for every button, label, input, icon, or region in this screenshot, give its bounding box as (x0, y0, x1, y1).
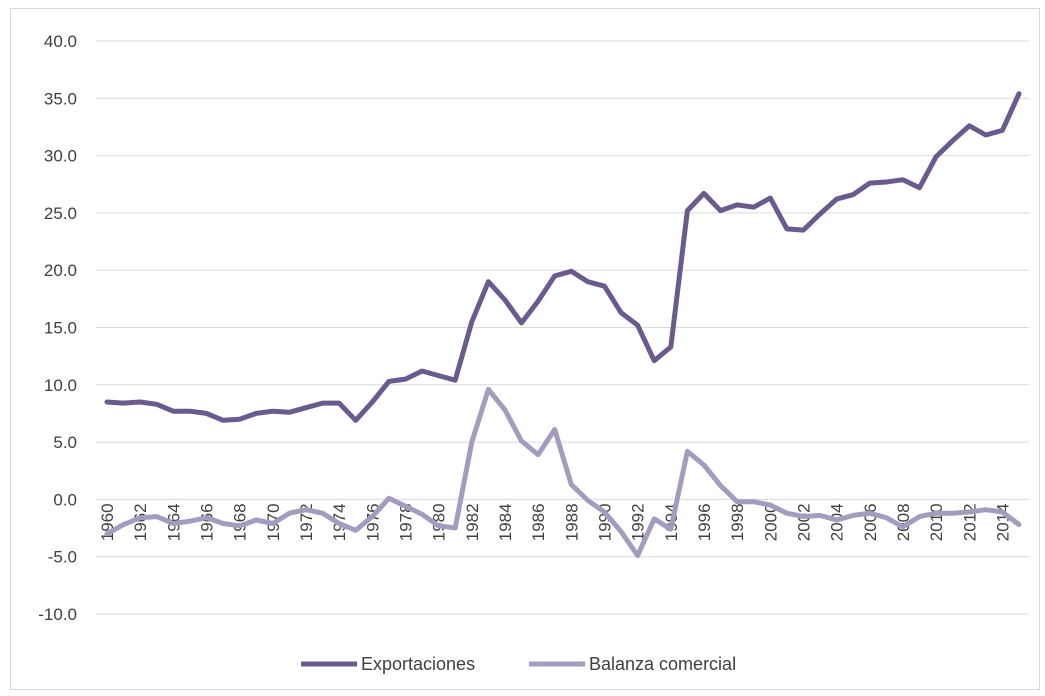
x-axis-ticks: 1960 1962 1964 1966 1968 1970 1972 1974 1976 1978… (98, 503, 1012, 541)
y-tick-label: -5.0 (48, 548, 77, 567)
x-tick-label: 2010 (927, 503, 946, 541)
x-tick-label: 2000 (761, 503, 780, 541)
x-tick-label: 1968 (231, 503, 250, 541)
x-tick-label: 1986 (529, 503, 548, 541)
x-tick-label: 1978 (396, 503, 415, 541)
series-line-balanza-comercial (104, 386, 1022, 559)
y-tick-label: 40.0 (44, 32, 77, 51)
x-tick-label: 1990 (595, 503, 614, 541)
y-tick-label: 0.0 (53, 490, 77, 509)
y-tick-label: 30.0 (44, 147, 77, 166)
line-chart: 40.0 35.0 30.0 25.0 20.0 15.0 10.0 5.0 0.0 -5.0 -1… (38, 32, 1029, 674)
legend: Exportaciones Balanza comercial (301, 654, 736, 674)
y-tick-label: 5.0 (53, 433, 77, 452)
y-axis-ticks: 40.0 35.0 30.0 25.0 20.0 15.0 10.0 5.0 0.0 -5.0 -1… (38, 32, 77, 624)
y-tick-label: 10.0 (44, 376, 77, 395)
x-tick-label: 1962 (131, 503, 150, 541)
x-tick-label: 2002 (794, 503, 813, 541)
y-tick-label: 15.0 (44, 319, 77, 338)
x-tick-label: 1992 (629, 503, 648, 541)
legend-label: Exportaciones (361, 654, 475, 674)
x-tick-label: 1996 (695, 503, 714, 541)
x-tick-label: 1966 (197, 503, 216, 541)
x-tick-label: 1982 (463, 503, 482, 541)
y-tick-label: 25.0 (44, 204, 77, 223)
x-tick-label: 2006 (861, 503, 880, 541)
y-tick-label: 35.0 (44, 89, 77, 108)
gridlines (96, 40, 1029, 615)
x-tick-label: 1980 (430, 503, 449, 541)
series-lines (104, 91, 1022, 559)
x-tick-label: 2008 (894, 503, 913, 541)
x-tick-label: 1984 (496, 503, 515, 541)
x-tick-label: 1988 (562, 503, 581, 541)
series-line-exportaciones (104, 91, 1022, 423)
chart-frame: 40.0 35.0 30.0 25.0 20.0 15.0 10.0 5.0 0.0 -5.0 -1… (10, 8, 1040, 690)
y-tick-label: -10.0 (38, 605, 77, 624)
legend-label: Balanza comercial (589, 654, 736, 674)
y-tick-label: 20.0 (44, 261, 77, 280)
x-tick-label: 1998 (728, 503, 747, 541)
